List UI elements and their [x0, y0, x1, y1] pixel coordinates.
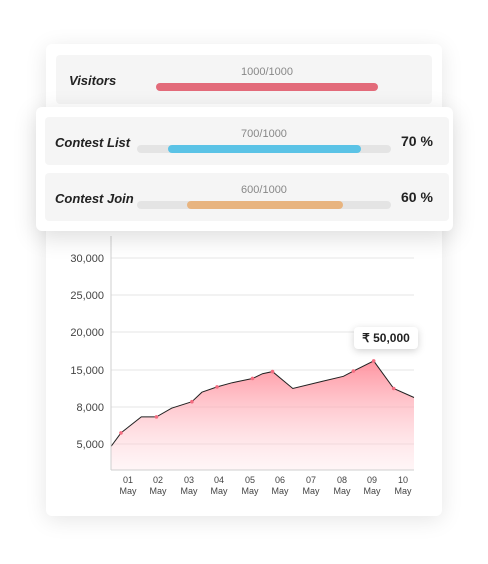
x-tick-label: May [363, 486, 381, 496]
progress-bar-contest-join [187, 201, 343, 209]
stat-row-visitors: Visitors 1000/1000 [56, 55, 432, 104]
x-tick-label: 07 [306, 475, 316, 485]
x-tick-label: 08 [337, 475, 347, 485]
y-tick-label: 20,000 [70, 327, 104, 339]
data-point [351, 369, 356, 373]
percent-label: 60 % [401, 189, 433, 205]
stat-label: Contest List [55, 135, 131, 150]
stat-row-contest-list: Contest List 700/1000 70 % [45, 117, 449, 165]
stat-row-contest-join: Contest Join 600/1000 60 % [45, 173, 449, 221]
x-tick-label: May [119, 486, 137, 496]
stat-count: 1000/1000 [241, 66, 293, 78]
data-point [154, 415, 159, 419]
x-tick-label: 09 [367, 475, 377, 485]
x-tick-label: 02 [153, 475, 163, 485]
x-tick-label: May [394, 486, 412, 496]
stat-label: Visitors [69, 73, 117, 88]
percent-label: 70 % [401, 133, 433, 149]
x-tick-label: May [210, 486, 228, 496]
value-tooltip: ₹ 50,000 [354, 327, 418, 349]
stat-count: 700/1000 [241, 128, 287, 140]
x-tick-label: May [302, 486, 320, 496]
y-tick-label: 15,000 [70, 365, 104, 377]
x-tick-label: May [149, 486, 167, 496]
stat-count: 600/1000 [241, 184, 287, 196]
data-point [270, 369, 275, 374]
x-tick-label: 05 [245, 475, 255, 485]
data-point [119, 431, 123, 435]
y-tick-label: 30,000 [70, 253, 104, 265]
x-tick-label: 01 [123, 475, 133, 485]
x-tick-label: 06 [275, 475, 285, 485]
x-tick-label: May [271, 486, 289, 496]
data-point [391, 386, 396, 391]
data-point [371, 359, 376, 363]
x-tick-label: 10 [398, 475, 408, 485]
x-tick-label: May [241, 486, 259, 496]
data-point [190, 399, 194, 404]
y-tick-label: 8,000 [76, 402, 104, 414]
y-tick-label: 25,000 [70, 290, 104, 302]
x-tick-label: May [180, 486, 198, 496]
x-tick-label: 04 [214, 475, 224, 485]
x-tick-label: May [333, 486, 351, 496]
stat-label: Contest Join [55, 191, 134, 206]
x-tick-label: 03 [184, 475, 194, 485]
data-point [250, 376, 255, 381]
area-fill [111, 360, 414, 470]
progress-bar-contest-list [168, 145, 361, 153]
data-point [215, 385, 219, 389]
progress-bar-visitors [156, 83, 378, 91]
y-tick-label: 5,000 [76, 439, 104, 451]
